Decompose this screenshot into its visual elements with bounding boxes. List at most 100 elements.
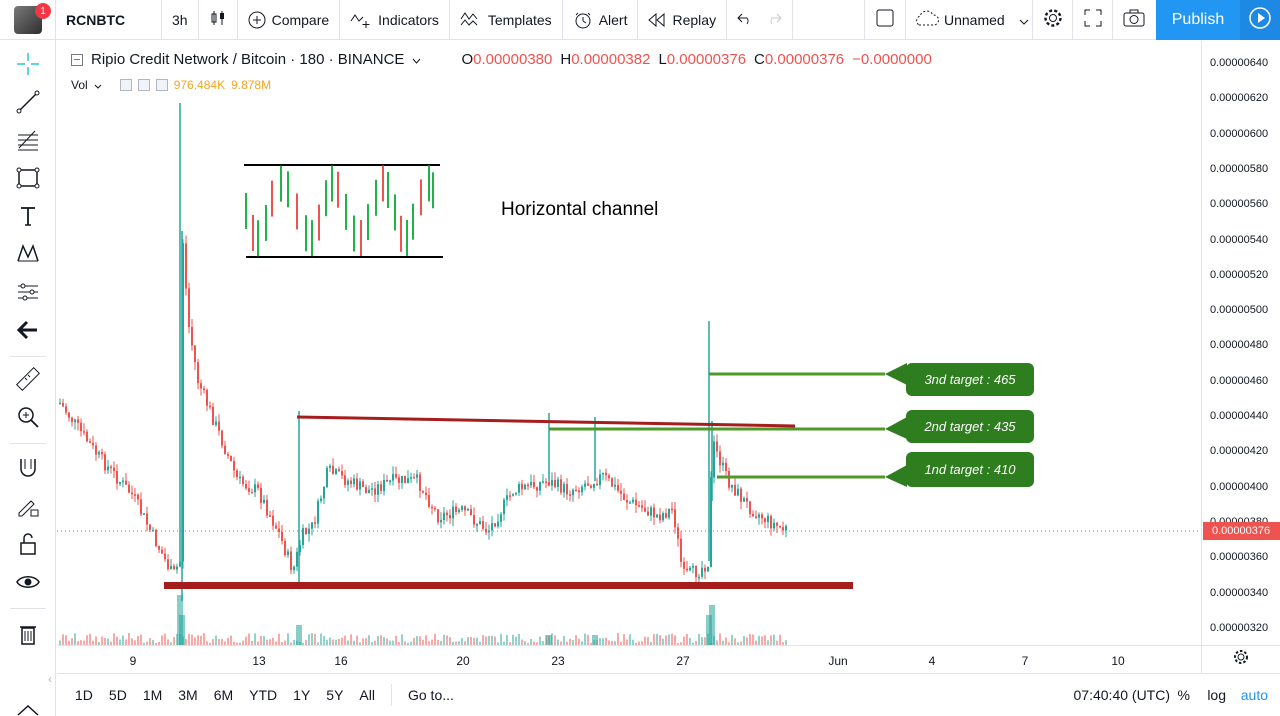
volume-bar [434,633,436,645]
volume-bar [329,637,331,645]
collapse-toolbar-icon[interactable]: ‹ [48,672,52,686]
chart-type-button[interactable] [199,0,238,39]
range-button[interactable]: All [359,687,375,703]
compare-button[interactable]: Compare [238,0,341,39]
volume-bar [146,641,148,645]
volume-bar [401,634,403,645]
candle [461,504,463,513]
candle [200,379,202,396]
candle [167,554,169,572]
symbol-title[interactable]: Ripio Credit Network / Bitcoin · 180 · B… [91,51,405,68]
gear-icon[interactable] [137,79,150,91]
volume-bar [347,640,349,645]
volume-bar [416,636,418,645]
layout-menu[interactable]: Unnamed [905,0,1032,40]
volume-bar [539,636,541,645]
templates-button[interactable]: Templates [450,0,563,39]
candle [422,490,424,494]
interval-select[interactable]: 3h [162,0,199,39]
close-icon[interactable] [155,79,168,91]
indicators-button[interactable]: Indicators [340,0,450,39]
volume-bar [644,636,646,645]
redo-icon[interactable] [766,11,782,28]
fib-tool[interactable] [10,126,46,158]
volume-label[interactable]: Vol [71,78,88,92]
eye-icon[interactable] [119,79,132,91]
range-button[interactable]: 5D [108,687,127,703]
volume-bar [599,638,601,645]
alert-button[interactable]: Alert [563,0,639,39]
utc-clock[interactable]: 07:40:40 (UTC) [1073,687,1170,703]
volume-bar [572,640,574,645]
settings-button[interactable] [1032,0,1072,40]
range-button[interactable]: 1Y [293,687,311,703]
volume-bar [164,633,166,645]
symbol-search[interactable]: RCNBTC [56,0,162,39]
fullscreen-layout-button[interactable] [864,0,904,40]
candle [284,538,286,558]
range-button[interactable]: 1D [75,687,93,703]
time-tick: 4 [928,654,936,668]
volume-bar [194,637,196,645]
range-button[interactable]: 3M [178,687,198,703]
range-button[interactable]: 5Y [326,687,344,703]
volume-bar [626,639,628,645]
crosshair-tool[interactable] [10,50,46,82]
scale-settings-button[interactable] [1201,645,1280,673]
price-tick: 0.00000480 [1210,339,1269,352]
time-scale[interactable]: 9 13 16 20 23 27 Jun 4 7 10 [57,645,1201,673]
percent-toggle[interactable]: % [1177,687,1190,703]
legend-toggle[interactable] [71,53,83,66]
templates-label: Templates [487,11,552,28]
publish-play-button[interactable] [1240,0,1280,40]
candle [542,474,544,484]
zoom-tool[interactable] [10,403,46,435]
log-toggle[interactable]: log [1207,687,1226,703]
patterns-tool[interactable] [10,240,46,272]
back-tool[interactable] [10,316,46,348]
candle [191,319,193,351]
range-button[interactable]: 6M [213,687,234,703]
snapshot-button[interactable] [1112,0,1155,40]
volume-bar [620,641,622,645]
target1-callout: 1nd target : 410 [885,452,1034,487]
publish-button[interactable]: Publish [1156,0,1240,40]
candle [470,504,472,516]
auto-toggle[interactable]: auto [1240,687,1268,703]
candle [413,473,415,479]
range-button[interactable]: 1M [142,687,163,703]
volume-bar [86,635,88,645]
range-button[interactable]: YTD [249,687,278,703]
stay-drawing-tool[interactable] [10,492,46,524]
shapes-tool[interactable] [10,164,46,196]
candle [563,481,565,498]
text-tool[interactable] [10,202,46,234]
goto-button[interactable]: Go to... [407,687,454,703]
hide-drawings-tool[interactable] [10,568,46,600]
remove-drawings-tool[interactable] [10,620,46,652]
price-scale[interactable]: 0.00000640 0.00000620 0.00000600 0.00000580… [1201,41,1280,645]
fullscreen-button[interactable] [1072,0,1112,40]
chevron-up-icon[interactable] [17,703,39,716]
chevron-down-icon[interactable] [412,51,421,68]
replay-button[interactable]: Replay [638,0,728,39]
price-tick: 0.00000320 [1210,621,1269,634]
volume-bar [737,642,739,645]
prediction-tool[interactable] [10,278,46,310]
price-tick: 0.00000540 [1210,233,1269,246]
chart-pane[interactable]: Horizontal channel 3nd target : 465 2nd … [57,41,1201,645]
volume-bar [155,642,157,645]
layout-name: Unnamed [944,12,1005,28]
lock-drawings-tool[interactable] [10,530,46,562]
pattern-icon [15,241,41,272]
resistance-line [296,415,796,428]
measure-tool[interactable] [10,365,46,397]
magnet-tool[interactable] [10,454,46,486]
toolbar-divider [10,356,46,357]
candle [389,479,391,486]
user-avatar[interactable]: 1 [0,0,56,39]
undo-icon[interactable] [737,11,753,28]
trend-line-tool[interactable] [10,88,46,120]
candle [779,525,781,529]
chevron-down-icon[interactable] [94,78,102,92]
